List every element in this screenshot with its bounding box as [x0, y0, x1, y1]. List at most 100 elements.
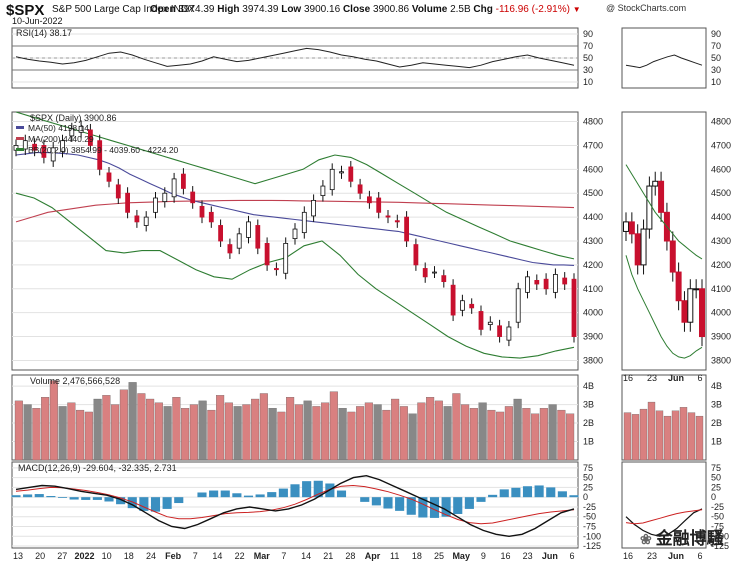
price-weekly-tick-label: 4600	[711, 164, 731, 174]
volume-bar	[294, 404, 303, 461]
x-tick-label-bottom: 6	[569, 551, 574, 561]
x-tick-label-bottom: Feb	[165, 551, 182, 561]
candle	[413, 244, 419, 266]
weekly-candle	[693, 288, 700, 291]
candle	[50, 147, 56, 162]
volume-weekly-tick-label: 4B	[711, 381, 722, 391]
weekly-volume-bar	[631, 414, 640, 461]
price-title: $SPX (Daily) 3900.86	[30, 113, 117, 123]
macd-histogram-bar	[11, 495, 21, 498]
volume-bar	[67, 402, 76, 461]
macd-histogram-bar	[499, 489, 509, 498]
price-tick-label: 4400	[583, 212, 603, 222]
macd-histogram-bar	[418, 497, 428, 518]
x-tick-label-bottom: 9	[481, 551, 486, 561]
x-tick-label-bottom: 11	[390, 551, 399, 561]
candle	[320, 185, 326, 197]
volume-bar	[539, 408, 548, 461]
macd-signal-line	[15, 484, 575, 525]
candle	[422, 268, 428, 278]
candle	[88, 129, 93, 146]
volume-bar	[399, 406, 408, 461]
wechat-icon: ❀	[640, 531, 656, 547]
weekly-candle	[675, 271, 682, 302]
watermark-text: 金融博騷	[655, 529, 724, 548]
x-tick-label-bottom: 14	[301, 551, 311, 561]
volume-bar	[268, 408, 277, 461]
volume-bar	[233, 406, 242, 461]
price-tick-label: 4600	[583, 164, 603, 174]
rsi-weekly-tick-label: 70	[711, 41, 721, 51]
volume-bar	[478, 402, 487, 461]
candle	[357, 184, 363, 194]
macd-histogram-bar	[534, 485, 544, 498]
x-tick-label-bottom: 25	[434, 551, 444, 561]
x-tick-label-bottom: 21	[323, 551, 333, 561]
candle	[553, 274, 558, 293]
volume-title: Volume 2,476,566,528	[30, 376, 120, 386]
rsi-weekly-tick-label: 50	[711, 53, 721, 63]
volume-bar	[373, 404, 382, 461]
legend-entry: BB(20,2.0) 3854.99 - 4039.60 - 4224.20	[28, 145, 179, 155]
volume-bar	[531, 413, 540, 461]
volume-bar	[391, 398, 400, 461]
volume-bar	[58, 406, 67, 461]
legend-swatch	[16, 148, 24, 151]
volume-bar	[216, 395, 225, 461]
volume-bar	[41, 397, 50, 461]
candle	[199, 205, 205, 218]
x-tick-label-bottom: 13	[13, 551, 23, 561]
weekly-candle	[640, 228, 647, 266]
volume-tick-label: 1B	[583, 437, 594, 447]
macd-histogram-bar	[81, 497, 91, 500]
candle	[534, 280, 540, 285]
x-tick-label-bottom: 24	[146, 551, 156, 561]
candle	[190, 191, 196, 204]
weekly-candle	[687, 288, 694, 323]
volume-bar	[513, 398, 522, 461]
x-tick-label-bottom: 14	[212, 551, 222, 561]
macd-histogram-bar	[69, 497, 79, 500]
weekly-volume-bar	[695, 415, 704, 461]
weekly-volume-bar	[663, 415, 672, 461]
candle	[246, 221, 251, 238]
macd-histogram-bar	[162, 497, 172, 509]
candle	[69, 128, 75, 137]
macd-histogram-bar	[104, 497, 114, 502]
bb-upper-line	[15, 111, 575, 260]
candle	[515, 288, 521, 323]
rsi-weekly-tick-label: 90	[711, 29, 721, 39]
volume-bar	[207, 409, 216, 461]
volume-bar	[189, 404, 198, 461]
macd-histogram-bar	[476, 497, 486, 502]
candle	[283, 242, 289, 274]
volume-bar	[102, 395, 111, 461]
candle	[339, 171, 344, 174]
macd-weekly-tick-label: 50	[711, 473, 721, 483]
volume-bar	[417, 402, 426, 461]
macd-histogram-bar	[139, 497, 149, 511]
macd-weekly-tick-label: 75	[711, 463, 721, 473]
x-tick-label-bottom: 27	[57, 551, 67, 561]
candle	[41, 145, 47, 158]
price-weekly-tick-label: 4500	[711, 188, 731, 198]
macd-histogram-bar	[429, 497, 440, 518]
volume-bar	[443, 406, 452, 461]
macd-weekly-tick-label: -75	[711, 522, 724, 532]
candle	[106, 172, 112, 182]
candle	[143, 216, 149, 226]
candle	[348, 166, 354, 182]
macd-weekly-frame	[621, 461, 707, 549]
volume-tick-label: 4B	[583, 381, 594, 391]
macd-title: MACD(12,26,9) -29.604, -32.335, 2.731	[18, 463, 177, 473]
volume-value: 2.5B	[450, 4, 471, 15]
weekly-volume-bar	[671, 410, 680, 461]
candle	[571, 278, 577, 337]
price-weekly-tick-label: 4000	[711, 308, 731, 318]
weekly-volume-bar	[639, 408, 648, 461]
candle	[506, 326, 512, 341]
weekly-candle	[623, 221, 629, 232]
candle	[385, 215, 391, 218]
volume-bar	[347, 411, 356, 461]
